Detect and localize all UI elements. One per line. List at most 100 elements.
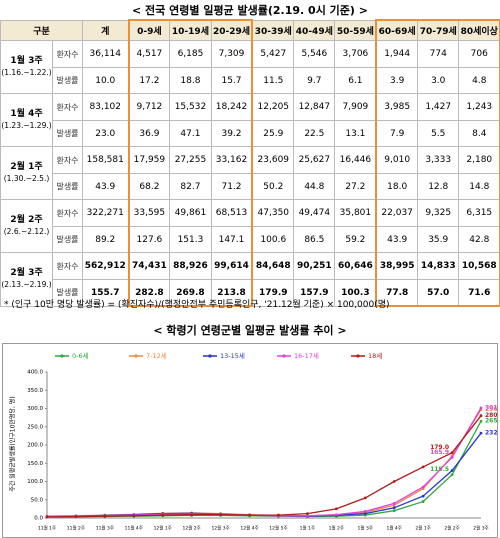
header-cell: 계 bbox=[82, 19, 129, 41]
value-cell: 13.1 bbox=[334, 120, 377, 147]
value-cell: 42.8 bbox=[458, 226, 500, 253]
point bbox=[334, 513, 338, 517]
row-label: 발생률 bbox=[52, 226, 83, 253]
value-cell: 22.5 bbox=[293, 120, 336, 147]
x-tick-label: 12월 3주 bbox=[211, 525, 229, 532]
value-cell: 3,333 bbox=[417, 146, 460, 174]
value-cell: 4.8 bbox=[458, 67, 500, 94]
value-cell: 2,180 bbox=[458, 146, 500, 174]
x-tick-label: 1월 4주 bbox=[386, 525, 401, 532]
value-cell: 147.1 bbox=[210, 226, 254, 253]
value-cell: 99,614 bbox=[210, 252, 254, 280]
value-cell: 6.1 bbox=[334, 67, 377, 94]
x-tick-label: 11월 4주 bbox=[125, 525, 143, 532]
point bbox=[421, 465, 425, 469]
legend-swatch bbox=[208, 354, 212, 358]
point bbox=[421, 485, 425, 489]
value-cell: 71.6 bbox=[458, 279, 500, 307]
row-label: 환자수 bbox=[52, 40, 83, 68]
header-cell: 40-49세 bbox=[293, 19, 336, 41]
header-cell: 10-19세 bbox=[169, 19, 212, 41]
legend-label: 0-6세 bbox=[72, 351, 89, 360]
x-tick-label: 12월 2주 bbox=[183, 525, 201, 532]
group-cell: 2월 3주 (2.13.~2.19.) bbox=[0, 252, 53, 307]
value-cell: 10.0 bbox=[82, 67, 129, 94]
point bbox=[392, 502, 396, 505]
point bbox=[334, 507, 338, 511]
value-cell: 9,010 bbox=[375, 146, 419, 174]
point bbox=[450, 469, 454, 472]
value-cell: 158,581 bbox=[82, 146, 129, 174]
point bbox=[74, 515, 78, 518]
value-cell: 89.2 bbox=[82, 226, 129, 253]
value-cell: 5,546 bbox=[293, 40, 336, 68]
row-label: 발생률 bbox=[52, 120, 83, 147]
series-line bbox=[46, 407, 482, 518]
header-cell: 구분 bbox=[0, 19, 83, 41]
value-cell: 3,985 bbox=[375, 93, 419, 121]
value-cell: 6,315 bbox=[458, 199, 500, 227]
x-tick-label: 11월 3주 bbox=[96, 525, 114, 532]
y-tick-label: 400.0 bbox=[27, 370, 43, 376]
point bbox=[219, 513, 223, 517]
point bbox=[161, 513, 165, 517]
value-cell: 11.5 bbox=[251, 67, 295, 94]
value-cell: 47,350 bbox=[251, 199, 295, 227]
x-tick-label: 1월 3주 bbox=[358, 525, 373, 532]
value-cell: 83,102 bbox=[82, 93, 129, 121]
legend-label: 18세 bbox=[368, 351, 382, 360]
header-cell: 50-59세 bbox=[334, 19, 377, 41]
row-label: 환자수 bbox=[52, 146, 83, 174]
value-cell: 3.9 bbox=[375, 67, 419, 94]
value-label: 301.5 bbox=[485, 404, 498, 411]
value-cell: 16,446 bbox=[334, 146, 377, 174]
value-cell: 23.0 bbox=[82, 120, 129, 147]
group-period: (1.16.~1.22.) bbox=[1, 67, 52, 77]
point bbox=[132, 514, 136, 518]
value-cell: 8.4 bbox=[458, 120, 500, 147]
group-period: (2.6.~2.12.) bbox=[3, 226, 50, 236]
group-cell: 1월 3주 (1.16.~1.22.) bbox=[0, 40, 53, 94]
group-cell: 2월 2주 (2.6.~2.12.) bbox=[0, 199, 53, 253]
series-line bbox=[46, 409, 482, 517]
y-tick-label: 200.0 bbox=[27, 443, 43, 449]
group-period: (1.30.~2.5.) bbox=[3, 173, 50, 183]
value-cell: 562,912 bbox=[82, 252, 129, 280]
value-cell: 39.2 bbox=[210, 120, 254, 147]
y-tick-label: 250.0 bbox=[27, 424, 43, 430]
y-tick-label: 50.0 bbox=[31, 497, 44, 503]
y-tick-label: 100.0 bbox=[27, 479, 43, 485]
point bbox=[479, 431, 483, 435]
value-cell: 10,568 bbox=[458, 252, 500, 280]
point bbox=[392, 509, 396, 513]
y-tick-label: 300.0 bbox=[27, 406, 43, 412]
x-tick-label: 11월 1주 bbox=[38, 525, 56, 532]
value-cell: 4,517 bbox=[127, 40, 171, 68]
value-cell: 35,801 bbox=[334, 199, 377, 227]
value-label: 179.0 bbox=[430, 444, 449, 451]
value-cell: 5.5 bbox=[417, 120, 460, 147]
value-label: 265.2 bbox=[485, 418, 498, 425]
legend-swatch bbox=[282, 354, 286, 358]
value-cell: 14.8 bbox=[458, 173, 500, 200]
value-cell: 25,627 bbox=[293, 146, 336, 174]
value-cell: 1,243 bbox=[458, 93, 500, 121]
value-cell: 38,995 bbox=[375, 252, 419, 280]
point bbox=[392, 480, 396, 483]
x-tick-label: 12월 4주 bbox=[240, 525, 258, 532]
point bbox=[306, 512, 309, 516]
point bbox=[45, 515, 49, 519]
value-cell: 17.2 bbox=[127, 67, 171, 94]
x-tick-label: 12월 5주 bbox=[269, 525, 287, 532]
group-period: (1.23.~1.29.) bbox=[1, 120, 52, 130]
value-cell: 1,944 bbox=[375, 40, 419, 68]
value-cell: 86.5 bbox=[293, 226, 336, 253]
value-cell: 77.8 bbox=[375, 279, 419, 307]
y-axis-label: 주간 일평균발생률(인구10만명당, 명) bbox=[9, 396, 17, 491]
value-cell: 100.6 bbox=[251, 226, 295, 253]
value-cell: 9,712 bbox=[127, 93, 171, 121]
value-cell: 60,646 bbox=[334, 252, 377, 280]
row-label: 환자수 bbox=[52, 252, 83, 280]
legend-label: 13-15세 bbox=[220, 351, 245, 360]
value-cell: 27.2 bbox=[334, 173, 377, 200]
